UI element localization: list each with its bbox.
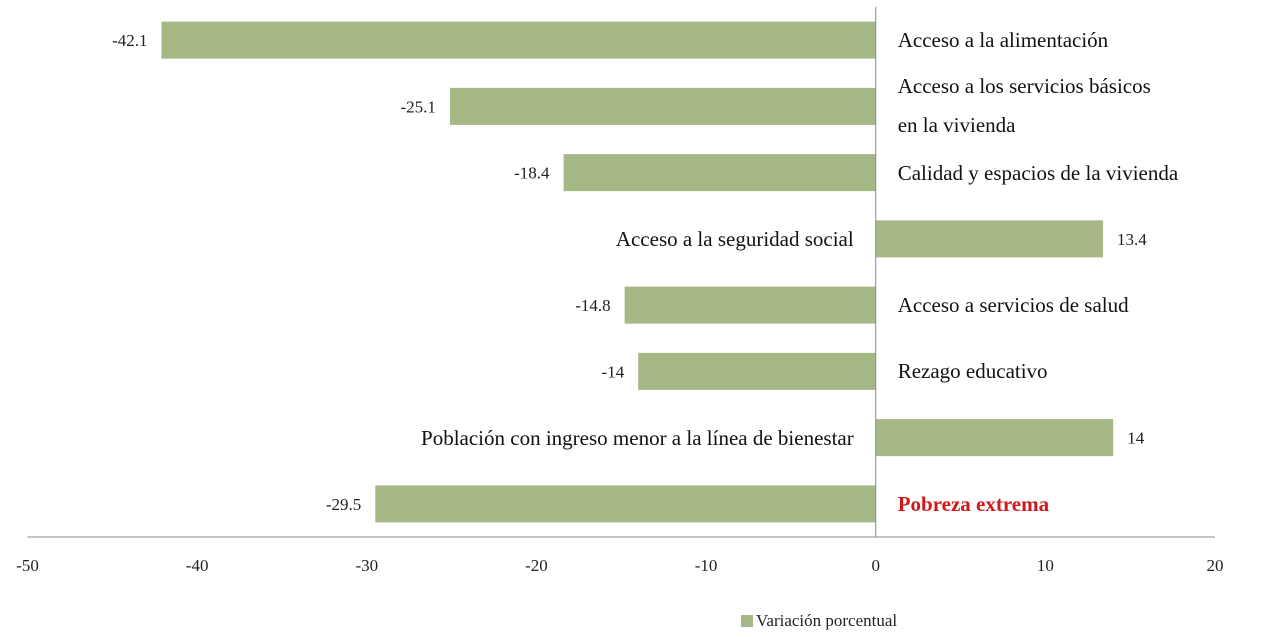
x-tick-label: -40: [186, 556, 209, 575]
bar: [449, 87, 876, 125]
value-label: -18.4: [514, 164, 550, 183]
category-label: Población con ingreso menor a la línea d…: [421, 425, 854, 450]
category-label: Calidad y espacios de la vivienda: [897, 160, 1179, 185]
x-tick-label: 10: [1037, 556, 1054, 575]
x-tick-label: 20: [1207, 556, 1224, 575]
value-label: -14: [602, 362, 625, 381]
value-label: 14: [1127, 429, 1145, 448]
bar: [875, 220, 1104, 258]
x-tick-label: -10: [695, 556, 718, 575]
bar: [375, 485, 876, 523]
bar: [161, 21, 876, 59]
category-label: Acceso a la alimentación: [897, 28, 1109, 53]
legend-label: Variación porcentual: [756, 611, 897, 630]
value-label: -42.1: [112, 31, 147, 50]
category-label: Acceso a la seguridad social: [615, 226, 854, 251]
category-label: Acceso a servicios de salud: [897, 293, 1129, 318]
category-label: Pobreza extrema: [897, 491, 1050, 516]
value-label: 13.4: [1117, 230, 1147, 249]
bar: [624, 286, 876, 324]
category-label: Rezago educativo: [897, 359, 1048, 384]
legend-swatch: [741, 615, 753, 627]
value-label: -25.1: [400, 97, 435, 116]
x-tick-label: 0: [871, 556, 880, 575]
x-tick-label: -50: [16, 556, 39, 575]
value-label: -29.5: [326, 495, 361, 514]
bar: [875, 419, 1114, 457]
x-tick-label: -30: [355, 556, 378, 575]
value-label: -14.8: [575, 296, 610, 315]
category-label: Acceso a los servicios básicos en la viv…: [897, 74, 1151, 138]
x-tick-label: -20: [525, 556, 548, 575]
bar: [563, 154, 876, 192]
bar: [638, 352, 876, 390]
